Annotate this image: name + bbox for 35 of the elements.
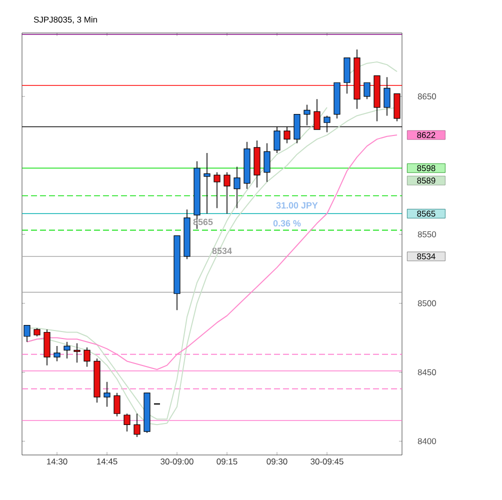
candlestick [134, 413, 140, 438]
candlestick [364, 82, 370, 100]
y-tick-label: 8550 [418, 231, 436, 238]
candlestick [54, 346, 60, 362]
ref-line-label: 8598 [417, 165, 436, 172]
y-tick-label: 8450 [418, 369, 436, 376]
y-tick-label: 8400 [418, 438, 436, 444]
annotation: 8534 [212, 248, 232, 254]
candlestick [104, 381, 110, 408]
candlestick [214, 172, 220, 209]
ref-line-label: 8565 [417, 210, 436, 217]
annotation: 31.00 JPY [276, 202, 318, 209]
candlestick [114, 392, 120, 417]
candlestick [384, 76, 390, 116]
candlestick [124, 413, 130, 432]
candlestick [234, 166, 240, 209]
x-tick-label: 09:30 [266, 458, 288, 464]
x-tick-label: 30-09:45 [310, 458, 344, 464]
ref-line-label: 8534 [417, 253, 436, 260]
candlestick [224, 172, 230, 214]
annotation: 0.36 % [273, 220, 301, 226]
x-tick-label: 30-09:00 [160, 458, 194, 464]
text: 8622 [417, 132, 436, 138]
candlestick [84, 347, 90, 368]
candlestick [74, 342, 80, 363]
x-tick-label: 14:30 [47, 458, 68, 464]
candlestick [64, 342, 70, 359]
candlestick [264, 142, 270, 182]
y-tick-label: 8500 [418, 300, 436, 306]
text: 8589 [417, 178, 436, 184]
candlestick [204, 152, 210, 214]
chart-title: SJPJ8035, 3 Min [34, 16, 97, 24]
x-tick-label: 14:45 [97, 458, 118, 464]
x-tick-label: 09:15 [216, 458, 238, 464]
y-tick-label: 8650 [418, 93, 436, 100]
